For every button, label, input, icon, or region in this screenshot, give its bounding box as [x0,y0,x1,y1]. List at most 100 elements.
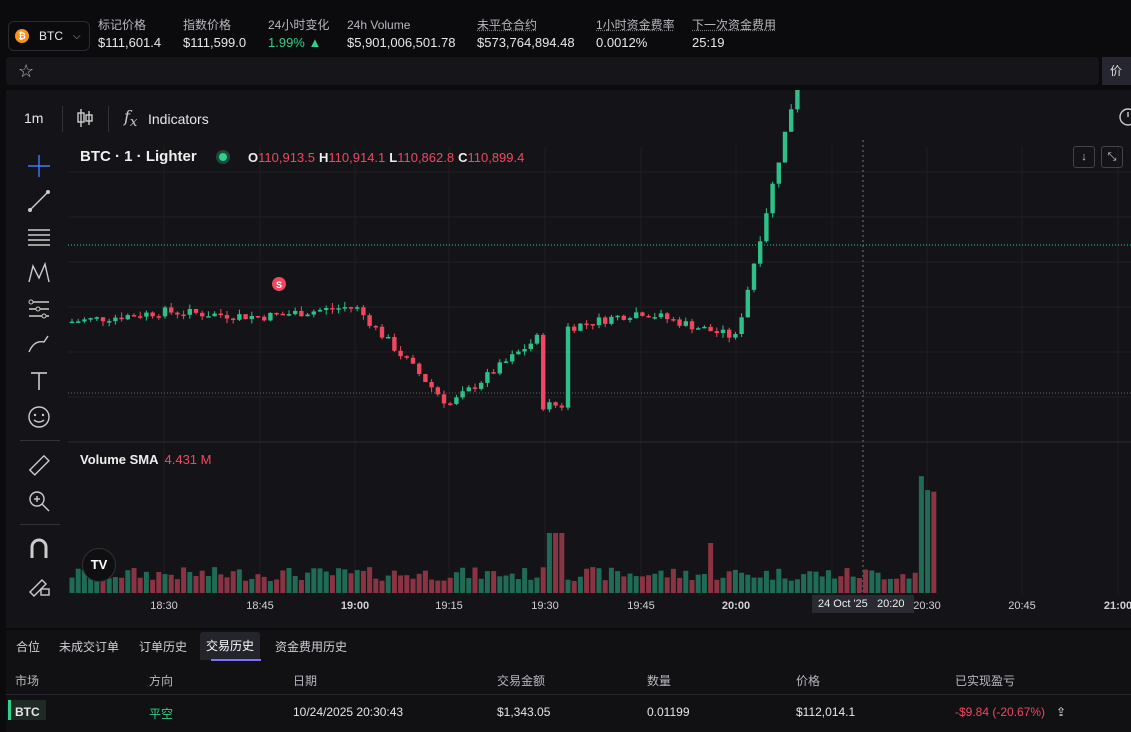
candle [671,319,676,321]
volume-bar [94,574,100,593]
magnet-icon[interactable] [26,536,52,562]
volume-bar [751,577,757,593]
candle [739,317,744,334]
chart-area[interactable]: 1m fx Indicators S BTC · 1 · Lighter O11… [6,90,1131,628]
volume-bar [906,578,912,593]
tab-order-history[interactable]: 订单历史 [139,640,188,654]
chart-toolbar: 1m fx Indicators [6,90,1131,146]
candle [733,333,738,338]
horizontal-lines-icon[interactable] [26,224,52,250]
volume-bar [447,577,453,593]
candle [293,310,298,315]
pattern-icon[interactable] [26,260,52,286]
volume-bar [844,568,850,593]
candle [404,356,409,358]
volume-bar [757,577,763,593]
row-amount: $1,343.05 [497,705,551,719]
candle [138,316,143,318]
candles-icon[interactable] [76,107,94,129]
volume-bar [336,568,342,593]
candle [187,309,192,315]
volume-bar [664,577,670,593]
price-button[interactable]: 价格 [1102,57,1131,106]
volume-bar [832,578,838,593]
candle [460,391,465,398]
arrow-down-icon[interactable]: ↓ [1073,146,1095,168]
volume-bar [633,576,639,593]
candle [76,321,81,323]
symbol-selector[interactable]: ₿ BTC ⌵ [8,21,90,51]
tradingview-logo[interactable]: TV [82,548,116,582]
volume-bar [559,533,565,593]
candle [658,313,664,318]
volume-bar [863,569,869,593]
zoom-in-icon[interactable] [26,488,52,514]
candle [541,334,546,410]
col-pnl: 已实现盈亏 [955,674,1016,688]
measure-icon[interactable] [26,296,52,322]
volume-bar [621,576,627,593]
volume-bar [925,490,931,593]
volume-bar [205,575,211,593]
volume-bar [869,570,875,593]
candle [262,316,267,321]
volume-bar [199,570,205,593]
star-icon[interactable]: ☆ [18,61,35,81]
clock-icon[interactable] [1116,106,1131,128]
price-chart[interactable]: S [6,90,1131,628]
timeframe-button[interactable]: 1m [24,110,44,126]
candle [162,307,168,317]
volume-bar [311,568,317,593]
col-market: 市场 [15,674,40,688]
x-tick: 19:45 [627,600,655,612]
share-icon[interactable]: ⇪ [1056,705,1067,719]
volume-bar [807,571,813,593]
collapse-icon[interactable]: ⤡ [1101,146,1123,168]
tab-trade-history[interactable]: 交易历史 [200,632,261,660]
lock-drawing-icon[interactable] [26,572,52,598]
candle [454,397,459,404]
volume-bar [546,533,552,593]
volume-bar [503,575,509,593]
volume-bar [69,577,75,593]
volume-bar [168,574,174,593]
volume-bar [608,567,614,593]
candle [410,357,416,364]
trend-line-icon[interactable] [26,188,52,214]
volume-bar [522,568,528,593]
volume-bar [627,573,633,593]
indicators-icon[interactable]: fx [124,107,138,131]
volume-bar [838,576,844,593]
candle [708,326,713,332]
candle [764,213,769,242]
candle [714,331,719,334]
volume-bar [745,574,751,593]
text-icon[interactable] [26,368,52,394]
tab-open-orders[interactable]: 未成交订单 [59,640,120,654]
row-price: $112,014.1 [796,705,856,719]
candle [665,313,670,320]
volume-bar [763,570,769,593]
volume-bar [391,570,397,593]
volume-bar [323,571,329,593]
volume-bar [187,572,193,593]
volume-bar [875,572,881,593]
volume-bar [887,578,893,593]
panel-tabs: 合位 未成交订单 订单历史 交易历史 资金费用历史 [6,630,1131,662]
volume-bar [788,580,794,593]
candle [572,326,577,331]
volume-bar [534,577,540,593]
row-pnl: -$9.84 (-20.67%) [955,705,1046,719]
tab-funding-history[interactable]: 资金费用历史 [275,640,348,654]
indicators-button[interactable]: Indicators [148,111,209,127]
brush-icon[interactable] [26,332,52,358]
row-market[interactable]: BTC [15,705,40,719]
ruler-icon[interactable] [26,452,52,478]
chevron-down-icon: ⌵ [73,30,81,42]
tab-positions[interactable]: 合位 [16,640,41,654]
emoji-icon[interactable] [26,404,52,430]
candle [224,315,230,319]
candle [789,109,794,132]
crosshair-icon[interactable] [26,153,52,179]
volume-bar [342,569,348,593]
